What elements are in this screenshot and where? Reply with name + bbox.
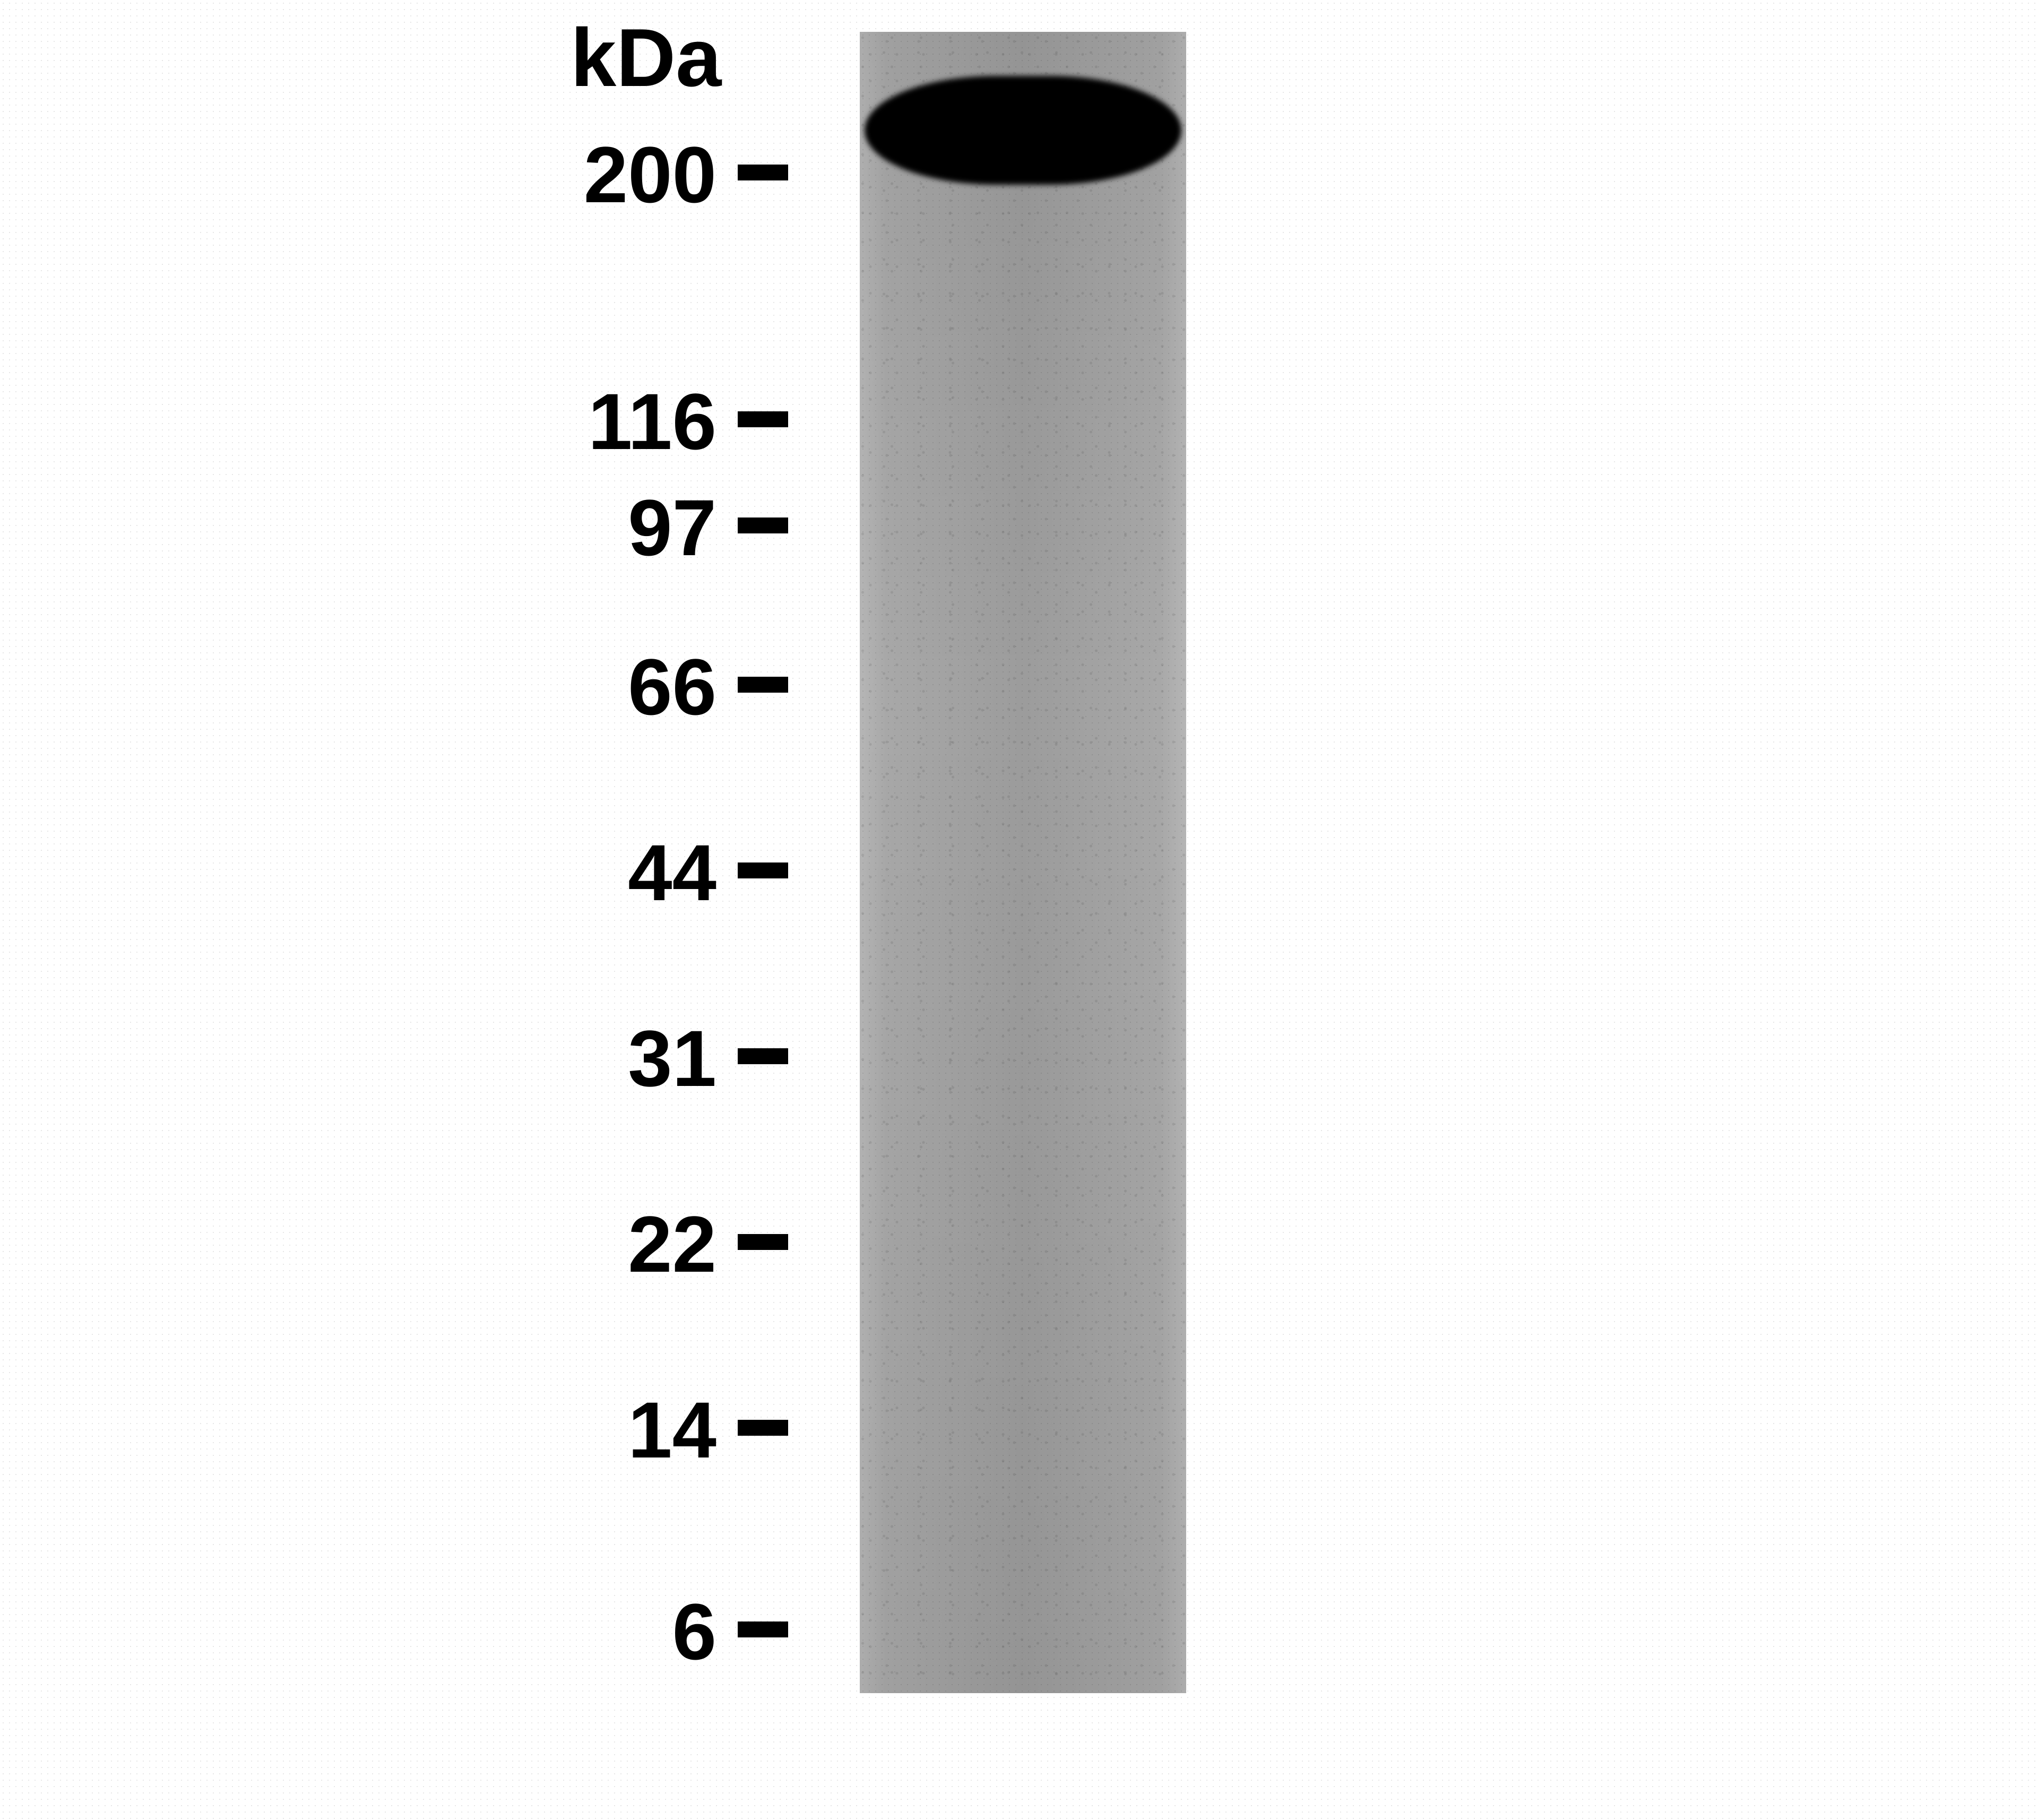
marker-dash-200 [738, 165, 788, 180]
marker-dash-44 [738, 862, 788, 878]
marker-dash-66 [738, 677, 788, 693]
marker-dash-31 [738, 1048, 788, 1064]
marker-dash-22 [738, 1234, 788, 1250]
marker-dash-14 [738, 1420, 788, 1436]
unit-label: kDa [571, 11, 721, 105]
marker-label-6: 6 [672, 1586, 716, 1678]
marker-label-14: 14 [628, 1384, 716, 1476]
marker-dash-6 [738, 1621, 788, 1637]
marker-label-116: 116 [588, 376, 716, 468]
western-blot-figure: kDa 200 116 97 66 44 31 22 14 6 [0, 0, 2038, 1820]
marker-label-200: 200 [584, 129, 716, 221]
marker-label-44: 44 [628, 827, 716, 919]
marker-label-31: 31 [628, 1013, 716, 1105]
gel-lane [860, 32, 1186, 1693]
marker-dash-97 [738, 517, 788, 533]
marker-label-66: 66 [628, 641, 716, 733]
lane-grain [860, 32, 1186, 1693]
marker-label-22: 22 [628, 1198, 716, 1290]
marker-dash-116 [738, 411, 788, 427]
marker-label-97: 97 [628, 482, 716, 574]
